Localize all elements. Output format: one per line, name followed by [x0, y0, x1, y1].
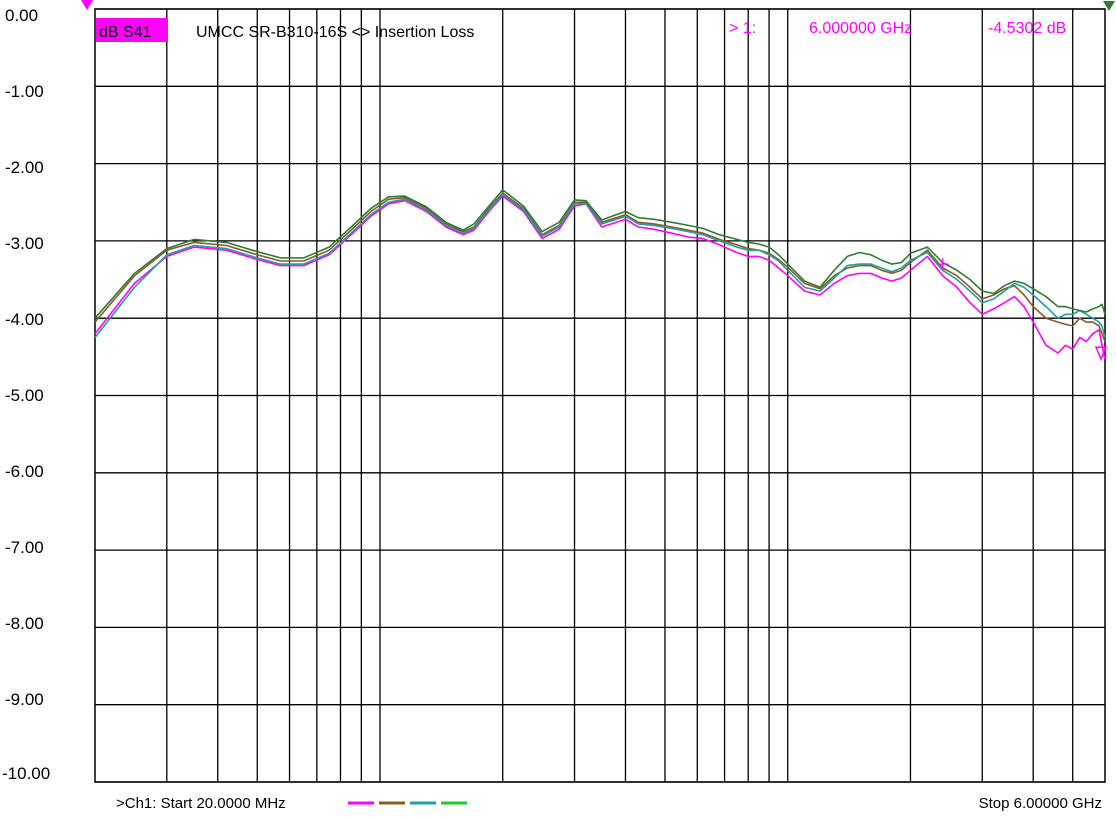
y-tick-labels: 0.00 -1.00 -2.00 -3.00 -4.00 -5.00 -6.00…	[2, 6, 50, 783]
y-tick-label: -4.00	[5, 310, 44, 329]
plot-frame	[94, 8, 1106, 783]
start-frequency: >Ch1: Start 20.0000 MHz	[116, 795, 286, 812]
y-tick-label: -9.00	[5, 690, 44, 709]
y-tick-label: -7.00	[5, 538, 44, 557]
y-tick-label: 0.00	[5, 6, 38, 25]
y-tick-label: -10.00	[2, 764, 50, 783]
reference-marker	[1103, 1, 1115, 11]
y-tick-label: -8.00	[5, 614, 44, 633]
trace-layer	[94, 189, 1106, 360]
trace-label-badge	[96, 18, 168, 42]
trace-label: dB S41	[99, 24, 152, 41]
marker-value: -4.5302 dB	[988, 20, 1066, 37]
stop-frequency: Stop 6.00000 GHz	[979, 795, 1102, 812]
plot-grid	[81, 0, 1115, 783]
trace-line	[94, 189, 1106, 319]
trace-line	[94, 193, 1106, 338]
sweep-footer: >Ch1: Start 20.0000 MHz Stop 6.00000 GHz	[116, 795, 1102, 812]
marker-frequency: 6.000000 GHz	[809, 20, 912, 37]
reference-marker	[81, 0, 93, 10]
chart-title: UMCC SR-B310-16S <> Insertion Loss	[196, 24, 474, 41]
trace-line	[94, 192, 1106, 342]
marker-layer	[936, 258, 1108, 362]
trace-line	[94, 195, 1106, 360]
y-tick-label: -1.00	[5, 82, 44, 101]
y-tick-label: -6.00	[5, 462, 44, 481]
marker-number: > 1:	[729, 20, 756, 37]
trace-header: dB S41 UMCC SR-B310-16S <> Insertion Los…	[96, 18, 1066, 42]
y-tick-label: -2.00	[5, 158, 44, 177]
y-tick-label: -3.00	[5, 234, 44, 253]
marker-triangle	[1094, 346, 1108, 362]
y-tick-label: -5.00	[5, 386, 44, 405]
